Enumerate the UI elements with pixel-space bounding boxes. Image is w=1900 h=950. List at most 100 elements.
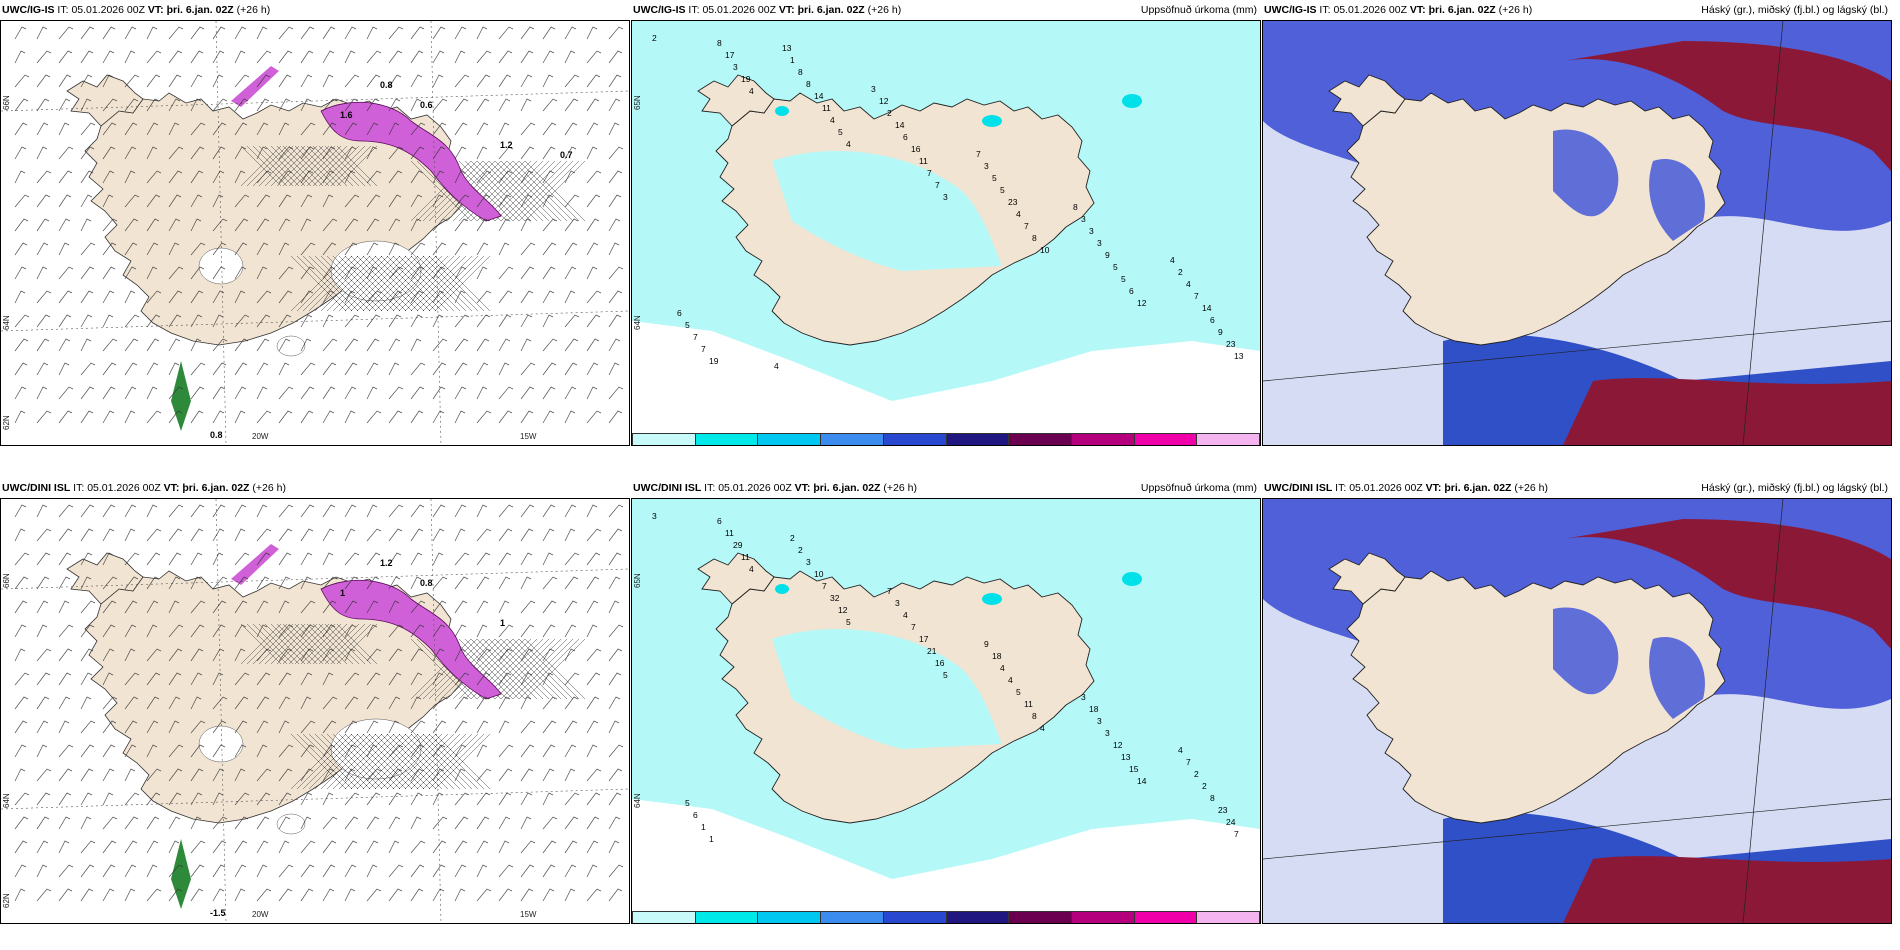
precip-value: 4: [903, 610, 908, 620]
model-name: UWC/DINI ISL: [1264, 482, 1333, 494]
colorbar-segment: [695, 912, 759, 923]
precip-value: 14: [1202, 303, 1212, 313]
precip-value: 4: [846, 139, 851, 149]
colorbar-segment: [758, 434, 822, 445]
init-label: IT:: [73, 482, 85, 494]
precip-value: 7: [1024, 221, 1029, 231]
valid-label: VT:: [1409, 4, 1426, 16]
cloud-map: [1263, 499, 1891, 923]
lat-label: 62N: [2, 415, 11, 430]
panel-title: UWC/DINI ISL IT: 05.01.2026 00Z VT: þri.…: [2, 478, 286, 498]
precip-value: 6: [677, 308, 682, 318]
panel-header: UWC/DINI ISL IT: 05.01.2026 00Z VT: þri.…: [0, 478, 630, 498]
mid-cloud-over-land: [1649, 159, 1705, 241]
colorbar-segment: [1009, 434, 1072, 445]
precip-value: 1: [701, 822, 706, 832]
precip-value: 14: [1137, 776, 1147, 786]
precip-inland: [772, 629, 1002, 749]
map-panel-precip-dini: UWC/DINI ISL IT: 05.01.2026 00Z VT: þri.…: [631, 478, 1261, 924]
snow-area: [320, 101, 502, 222]
mid-cloud-over-land: [1553, 607, 1619, 695]
colorbar-segment: [1197, 912, 1260, 923]
model-name: UWC/IG-IS: [2, 4, 55, 16]
dry-area: [632, 799, 1260, 923]
precip-value: 7: [822, 581, 827, 591]
precip-value: 18: [1089, 704, 1099, 714]
wind-barbs: [14, 504, 624, 902]
precip-value: 3: [1081, 692, 1086, 702]
westfjords: [697, 74, 775, 127]
precip-value: 19: [741, 74, 751, 84]
lat-label: 64N: [633, 793, 642, 808]
valid-time: þri. 6.jan. 02Z: [1428, 4, 1496, 16]
dry-area: [632, 321, 1260, 445]
high-cloud-area: [1563, 378, 1891, 445]
precip-value: 2: [1178, 267, 1183, 277]
precip-value: 23: [1226, 339, 1236, 349]
precip-value: 5: [943, 670, 948, 680]
colorbar-segment: [633, 912, 696, 923]
precip-colorbar: 110255075100150200400: [632, 433, 1260, 445]
colorbar-segment: [821, 912, 884, 923]
precip-value: 16: [911, 144, 921, 154]
precip-value: 9: [984, 639, 989, 649]
init-time: 05.01.2026 00Z: [1333, 4, 1407, 16]
panel-field-title: Uppsöfnuð úrkoma (mm): [1140, 482, 1257, 494]
colorbar-segment: [695, 434, 759, 445]
lon-label: 15W: [520, 910, 537, 919]
precip-value: 1: [709, 834, 714, 844]
precip-value: 18: [992, 651, 1002, 661]
precip-value: 5: [1121, 274, 1126, 284]
precip-value: 13: [1121, 752, 1131, 762]
map-frame: [1262, 20, 1892, 446]
precip-max: [1122, 94, 1142, 108]
precip-value: 4: [1040, 723, 1045, 733]
precip-value: 4: [1170, 255, 1175, 265]
high-cloud-area: [1563, 856, 1891, 923]
precip-value: 3: [1097, 238, 1102, 248]
map-panel-cloud-igis: UWC/IG-IS IT: 05.01.2026 00Z VT: þri. 6.…: [1262, 0, 1892, 446]
rain-area: [171, 839, 191, 909]
lead-time: (+26 h): [883, 482, 917, 494]
precip-value: 7: [911, 622, 916, 632]
lat-label: 66N: [2, 573, 11, 588]
precip-map: 3455414711121681524293221111323117175128…: [632, 499, 1260, 923]
precip-value: 5: [1016, 687, 1021, 697]
wind-map: [1, 499, 629, 923]
panel-title: UWC/IG-IS IT: 05.01.2026 00Z VT: þri. 6.…: [2, 0, 270, 20]
precip-value: 4: [830, 115, 835, 125]
panel-header: UWC/IG-IS IT: 05.01.2026 00Z VT: þri. 6.…: [631, 0, 1261, 20]
precip-value: 9: [1218, 327, 1223, 337]
iceland-landmass: [1346, 92, 1726, 346]
snow-area: [320, 579, 502, 700]
precip-value: 5: [1113, 262, 1118, 272]
valid-time: þri. 6.jan. 02Z: [182, 482, 250, 494]
precip-value: 13: [1234, 351, 1244, 361]
colorbar-segment: [1009, 912, 1072, 923]
model-name: UWC/IG-IS: [633, 4, 686, 16]
lead-time: (+26 h): [236, 4, 271, 16]
precip-value: 1: [790, 55, 795, 65]
model-name: UWC/IG-IS: [1264, 4, 1317, 16]
precip-value: 8: [1210, 793, 1215, 803]
precip-value: 7: [927, 168, 932, 178]
colorbar-segment: [1071, 912, 1135, 923]
precip-value: 7: [701, 344, 706, 354]
precip-value: 3: [733, 62, 738, 72]
valid-label: VT:: [794, 482, 811, 494]
precip-value: 6: [1129, 286, 1134, 296]
snow-area: [231, 66, 279, 107]
model-name: UWC/DINI ISL: [2, 482, 71, 494]
precip-value: 11: [919, 156, 928, 166]
precip-value: 7: [887, 586, 892, 596]
map-panel-cloud-dini: UWC/DINI ISL IT: 05.01.2026 00Z VT: þri.…: [1262, 478, 1892, 924]
precip-value: 15: [1129, 764, 1139, 774]
precip-value: 8: [1032, 711, 1037, 721]
precip-value: 3: [1105, 728, 1110, 738]
precip-max: [775, 106, 789, 116]
precip-value: 7: [935, 180, 940, 190]
precip-value: 3: [652, 511, 657, 521]
lat-label: 64N: [2, 315, 11, 330]
colorbar-segment: [1197, 434, 1260, 445]
precip-value: 5: [992, 173, 997, 183]
